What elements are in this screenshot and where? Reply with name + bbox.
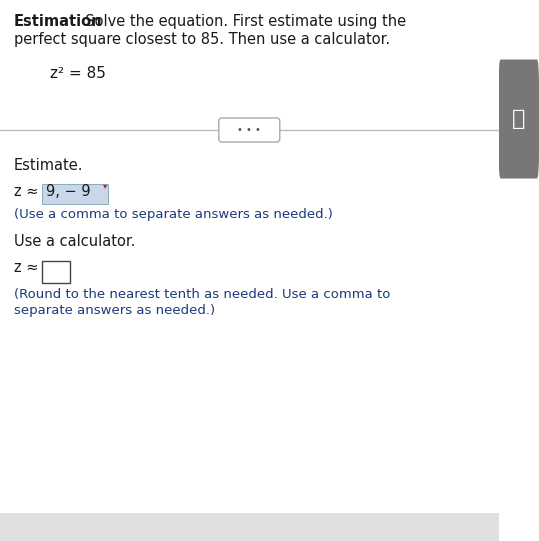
Text: 9, − 9: 9, − 9 <box>46 184 91 199</box>
Text: z² = 85: z² = 85 <box>50 66 106 81</box>
Text: z ≈: z ≈ <box>14 260 43 275</box>
Text: (Round to the nearest tenth as needed. Use a comma to: (Round to the nearest tenth as needed. U… <box>14 288 390 301</box>
FancyBboxPatch shape <box>42 184 108 204</box>
Text: (Use a comma to separate answers as needed.): (Use a comma to separate answers as need… <box>14 208 333 221</box>
Text: Solve the equation. First estimate using the: Solve the equation. First estimate using… <box>76 14 406 29</box>
Text: z ≈: z ≈ <box>14 184 43 199</box>
Text: separate answers as needed.): separate answers as needed.) <box>14 304 215 317</box>
Text: Estimation: Estimation <box>14 14 102 29</box>
Text: Estimate.: Estimate. <box>14 158 84 173</box>
FancyBboxPatch shape <box>499 60 539 179</box>
Text: 〈: 〈 <box>512 109 526 129</box>
Text: Use a calculator.: Use a calculator. <box>14 234 135 249</box>
Text: • • •: • • • <box>237 125 261 135</box>
Text: perfect square closest to 85. Then use a calculator.: perfect square closest to 85. Then use a… <box>14 32 390 47</box>
FancyBboxPatch shape <box>42 261 70 283</box>
Bar <box>0 513 499 541</box>
FancyBboxPatch shape <box>219 118 280 142</box>
Text: ▾: ▾ <box>103 181 107 190</box>
